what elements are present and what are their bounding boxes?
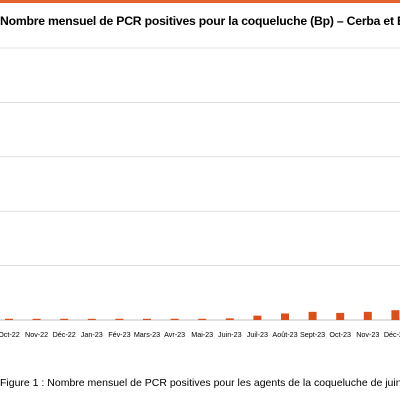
x-tick-label: Mars-23 bbox=[134, 330, 160, 339]
x-tick-label: Jan-23 bbox=[81, 330, 103, 339]
bar-Sept-23 bbox=[308, 311, 317, 320]
bar-Nov-23 bbox=[363, 311, 372, 320]
x-tick-label: Déc-23 bbox=[384, 330, 400, 339]
bar-Déc-22 bbox=[60, 318, 69, 320]
x-tick-label: Avr-23 bbox=[164, 330, 185, 339]
bar-Déc-23 bbox=[391, 310, 400, 320]
figure-caption: Figure 1 : Nombre mensuel de PCR positiv… bbox=[0, 377, 400, 389]
top-accent-rule bbox=[0, 0, 400, 3]
bar-Mars-23 bbox=[143, 318, 151, 320]
x-tick-label: Déc-22 bbox=[53, 330, 76, 339]
bar-Fév-23 bbox=[115, 318, 124, 320]
bar-Avr-23 bbox=[170, 318, 179, 320]
x-tick-label: Sept-23 bbox=[300, 330, 325, 339]
bars bbox=[5, 310, 400, 320]
x-tick-label: Nov-22 bbox=[25, 330, 48, 339]
x-tick-label: Fév-23 bbox=[108, 330, 130, 339]
x-tick-label: Mai-23 bbox=[191, 330, 213, 339]
bar-Nov-22 bbox=[32, 318, 41, 320]
bar-Août-23 bbox=[281, 313, 289, 320]
x-tick-label: Juil-23 bbox=[247, 330, 268, 339]
bar-Oct-23 bbox=[336, 312, 345, 320]
bar-Juin-23 bbox=[225, 318, 234, 320]
bar-Mai-23 bbox=[198, 318, 207, 320]
bar-Juil-23 bbox=[253, 315, 262, 320]
bar-Oct-22 bbox=[5, 318, 13, 320]
bar-Jan-23 bbox=[87, 318, 96, 320]
grid-lines bbox=[0, 47, 400, 321]
x-tick-labels: Oct-22 Nov-22 Déc-22 Jan-23 Fév-23 Mars-23 Avr… bbox=[0, 330, 400, 339]
x-tick-label: Août-23 bbox=[272, 330, 297, 339]
x-tick-label: Oct-22 bbox=[0, 330, 20, 339]
x-tick-label: Oct-23 bbox=[329, 330, 351, 339]
x-tick-label: Juin-23 bbox=[218, 330, 242, 339]
x-tick-label: Nov-23 bbox=[356, 330, 379, 339]
chart-title: Nombre mensuel de PCR positives pour la … bbox=[0, 14, 400, 28]
